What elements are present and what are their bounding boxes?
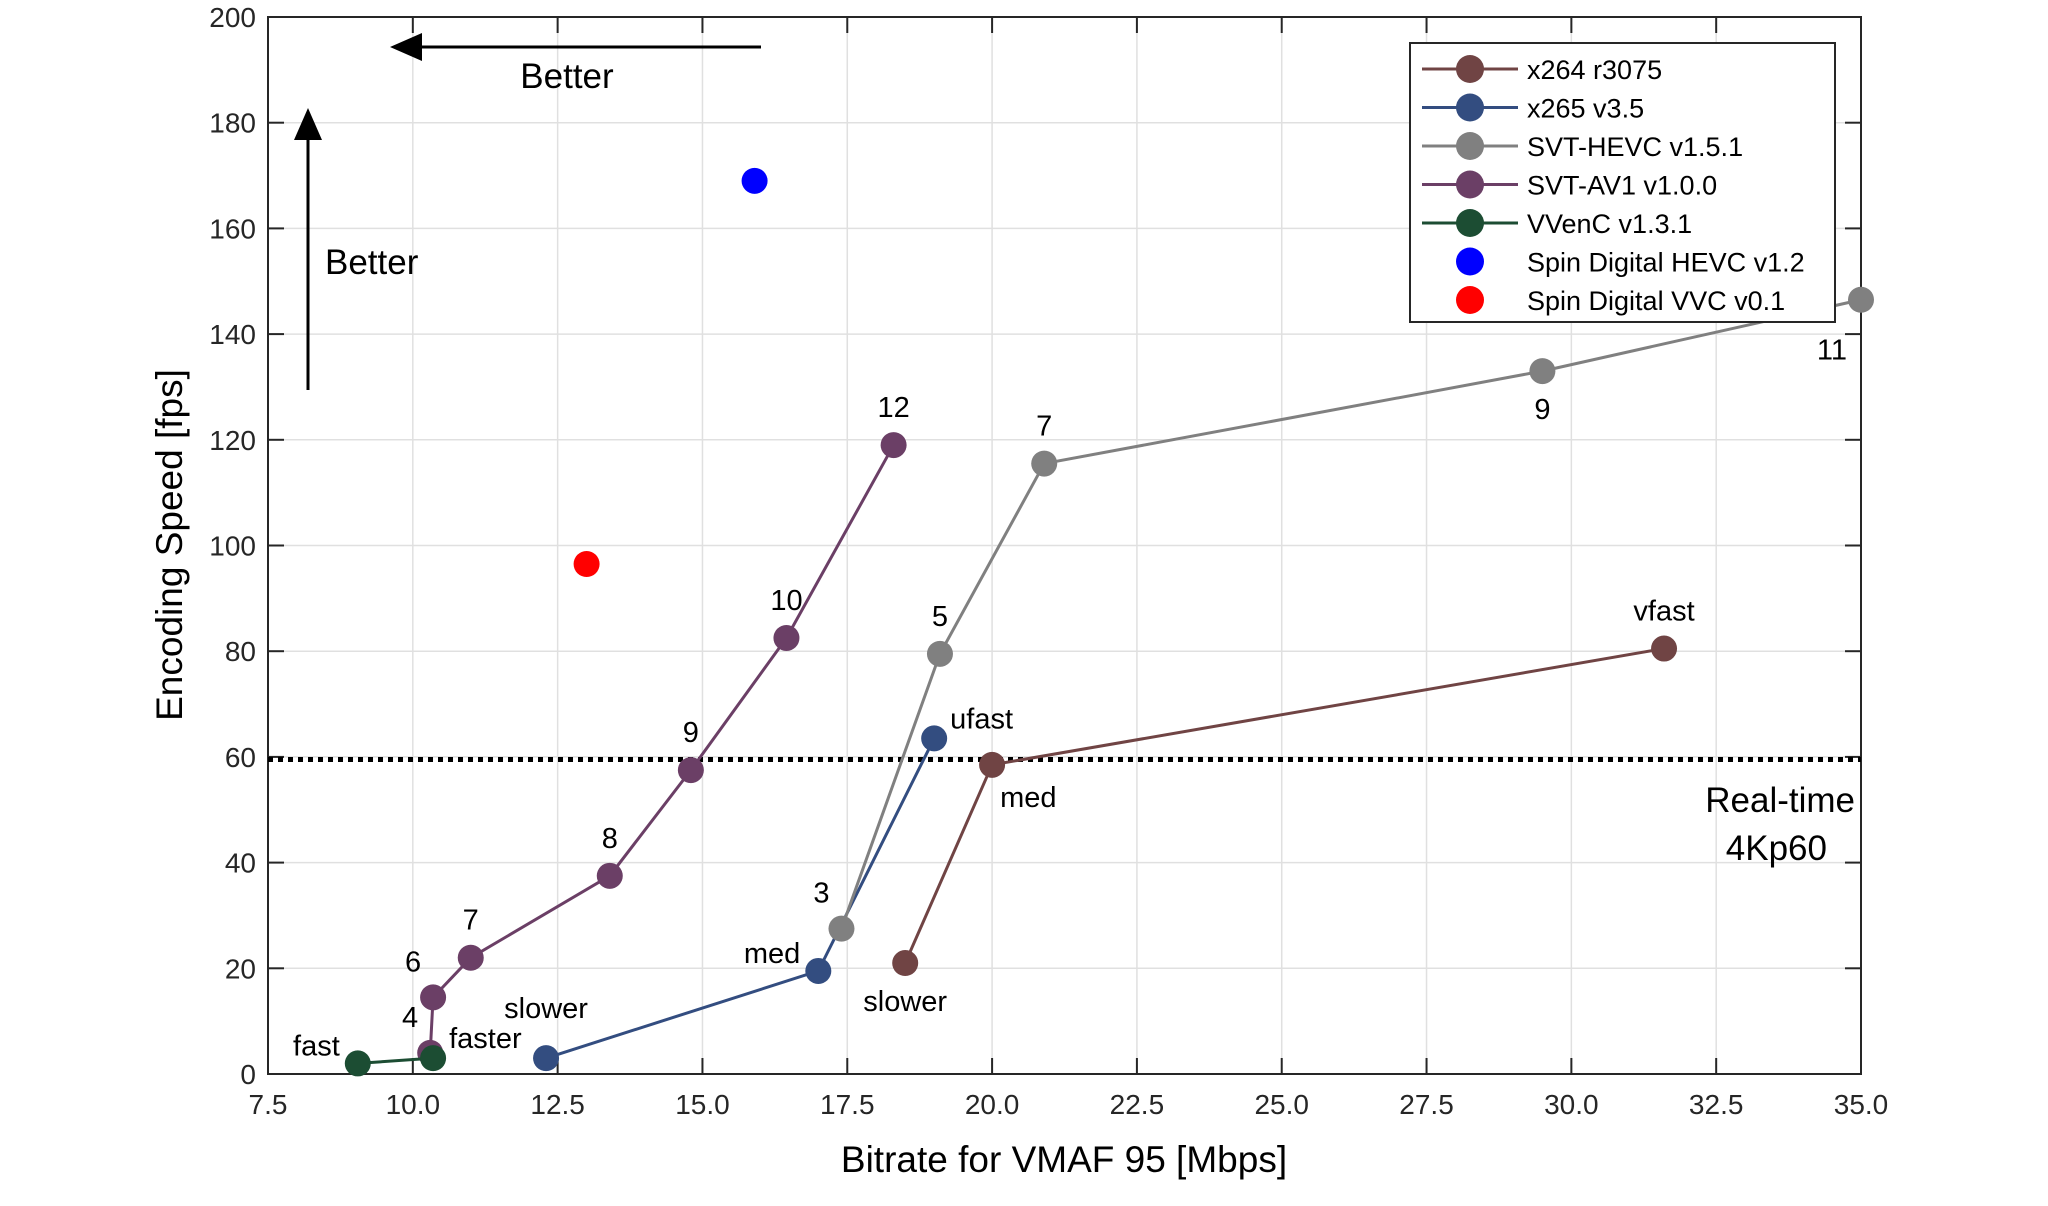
reference-line-group: Real-time 4Kp60 [268,757,1861,868]
data-point [921,725,948,752]
x-tick-label: 15.0 [675,1089,730,1120]
data-point-label: ufast [950,703,1013,735]
y-tick-label: 180 [209,108,256,139]
data-point [420,1045,447,1072]
data-point [979,751,1006,778]
x-tick-label: 32.5 [1689,1089,1744,1120]
y-tick-label: 100 [209,531,256,562]
data-point [420,984,447,1011]
y-tick-label: 60 [225,742,256,773]
data-point [573,550,600,577]
data-point [880,432,907,459]
data-point-label: 9 [1534,394,1550,426]
x-tick-label: 12.5 [530,1089,585,1120]
data-point [533,1045,560,1072]
series-x264-r3075: slower med vfast [863,596,1694,1018]
series-svt-av1-v1-0-0: 4 6 7 8 9 10 12 [402,392,910,1066]
series-line [840,298,1862,930]
data-point-label: 7 [1036,411,1052,443]
data-point-label: 6 [405,946,421,978]
legend-entry: VVenC v1.3.1 [1527,209,1692,239]
data-point-label: vfast [1633,596,1694,628]
x-tick-label: 10.0 [386,1089,441,1120]
data-point-label: 11 [1817,335,1847,367]
x-tick-label: 25.0 [1254,1089,1309,1120]
series-spin-digital-hevc-v1-2 [741,167,768,194]
data-point [1529,358,1556,385]
x-tick-label: 30.0 [1544,1089,1599,1120]
legend-marker [1456,93,1484,122]
data-point [457,944,484,971]
legend-marker [1456,286,1484,314]
y-tick-label: 40 [225,848,256,879]
data-point [1651,635,1678,662]
y-tick-label: 160 [209,213,256,244]
data-point [741,167,768,194]
y-tick-label: 80 [225,636,256,667]
data-point [1031,450,1058,477]
data-point-label: 7 [463,905,479,937]
data-point-label: 10 [770,585,802,617]
legend-marker [1456,170,1484,199]
data-point-label: 5 [932,601,948,633]
legend-entry: Spin Digital VVC v0.1 [1527,286,1785,316]
series-svt-hevc-v1-5-1: 3 5 7 9 11 [813,286,1874,942]
arrowhead-up-icon [294,108,322,140]
data-point [805,957,832,984]
y-tick-label: 200 [209,2,256,33]
series-vvenc-v1-3-1: fast faster [293,1023,522,1077]
data-point-label: faster [449,1023,522,1055]
data-point [892,950,919,977]
data-point-label: 12 [877,392,909,424]
data-point [677,757,704,784]
arrowhead-left-icon [390,33,422,61]
data-point-label: 4 [402,1002,418,1034]
y-axis-label: Encoding Speed [fps] [149,369,190,721]
data-point [596,862,623,889]
y-tick-label: 20 [225,953,256,984]
data-point [773,624,800,651]
data-point [828,915,855,942]
y-tick-label: 140 [209,319,256,350]
data-point-label: 8 [602,823,618,855]
legend-entry: x265 v3.5 [1527,94,1644,124]
better-label-vertical: Better [325,243,419,282]
x-tick-label: 20.0 [965,1089,1020,1120]
series-spin-digital-vvc-v0-1 [573,550,600,577]
legend-entry: x264 r3075 [1527,55,1662,85]
legend-entry: SVT-HEVC v1.5.1 [1527,132,1743,162]
data-point [926,640,953,667]
data-point-label: med [744,938,800,970]
y-tick-label: 0 [240,1059,256,1090]
series-group: slower med vfast slower med ufast 3 5 7 9 11 4 6 7 8 9 1… [293,167,1874,1077]
ticks: 7.5 10.0 12.5 15.0 17.5 20.0 22.5 25.0 27.5 30.0 3… [209,2,1888,1120]
real-time-resolution-label: 4Kp60 [1726,829,1827,868]
data-point [344,1050,371,1077]
legend-entry: Spin Digital HEVC v1.2 [1527,248,1805,278]
data-point-label: slower [863,986,947,1018]
data-point-label: fast [293,1030,340,1062]
x-tick-label: 22.5 [1110,1089,1165,1120]
legend-marker [1456,247,1484,276]
legend: x264 r3075 x265 v3.5 SVT-HEVC v1.5.1 SVT-AV… [1409,42,1836,323]
x-tick-label: 35.0 [1834,1089,1889,1120]
x-tick-label: 7.5 [249,1089,288,1120]
better-label-horizontal: Better [520,57,614,96]
data-point-label: 3 [813,878,829,910]
legend-marker [1456,209,1484,237]
series-x265-v3-5: slower med ufast [504,703,1013,1072]
data-point [1848,286,1874,313]
real-time-label: Real-time [1705,781,1855,820]
data-point-label: med [1000,782,1056,814]
legend-entry: SVT-AV1 v1.0.0 [1527,171,1717,201]
data-point-label: 9 [683,717,699,749]
legend-marker [1456,132,1484,160]
x-tick-label: 17.5 [820,1089,875,1120]
y-tick-label: 120 [209,425,256,456]
x-axis-label: Bitrate for VMAF 95 [Mbps] [841,1139,1287,1180]
legend-marker [1456,55,1484,83]
data-point-label: slower [504,993,588,1025]
x-tick-label: 27.5 [1399,1089,1454,1120]
